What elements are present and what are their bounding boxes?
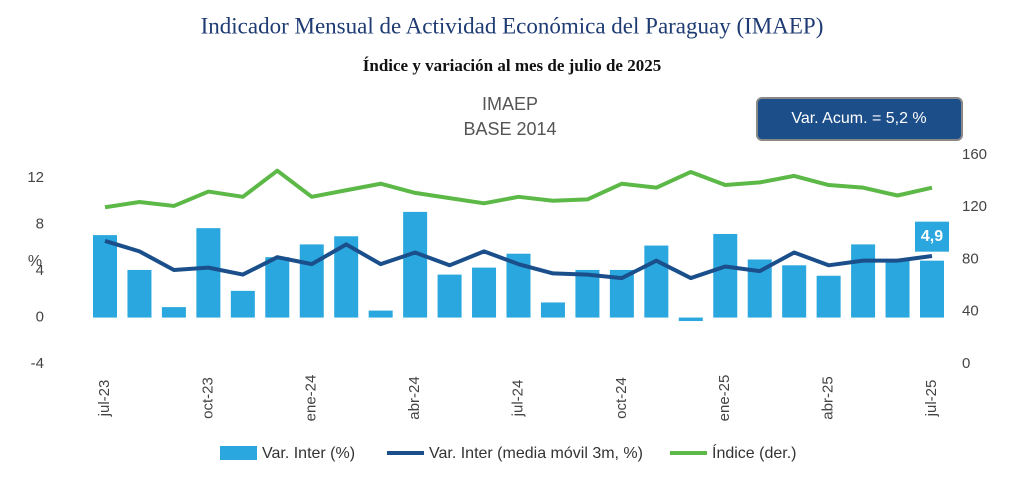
y2-tick-label: 120 (962, 198, 987, 215)
line (104, 239, 933, 281)
bar (127, 269, 152, 318)
annotation: Var. Acum. = 5,2 % (791, 110, 926, 127)
bar (196, 228, 221, 318)
value-label-box (915, 221, 949, 252)
x-tick-label: ene-25 (716, 375, 733, 422)
y-tick-label: 12 (27, 169, 44, 186)
y-axis-label: % (28, 253, 42, 270)
bar (437, 274, 462, 318)
bar (472, 267, 497, 318)
y2-tick-label: 80 (962, 250, 979, 267)
x-tick-label: oct-23 (199, 377, 216, 419)
legend-label: Var. Inter (%) (262, 445, 355, 462)
y-tick-label: 8 (36, 216, 44, 233)
y2-tick-label: 0 (962, 355, 970, 372)
bar (851, 244, 876, 318)
line (104, 168, 933, 210)
bar (885, 259, 910, 318)
x-tick-label: jul-23 (96, 380, 113, 418)
x-tick-label: jul-25 (923, 380, 940, 418)
bar (299, 244, 324, 318)
legend-swatch (220, 446, 257, 460)
bar (368, 310, 393, 318)
bar (678, 317, 703, 322)
y2-tick-label: 40 (962, 303, 979, 320)
bar (540, 302, 565, 318)
plot-title: IMAEP (482, 94, 538, 114)
bar (230, 290, 255, 318)
value-label: 4,9 (921, 228, 943, 245)
annotation-box (756, 97, 963, 141)
chart-subtitle: Índice y variación al mes de julio de 20… (363, 56, 661, 75)
bar (816, 275, 841, 318)
x-tick-label: oct-24 (613, 377, 630, 419)
bar (161, 307, 186, 318)
y2-tick-label: 160 (962, 146, 987, 163)
y-tick-label: 4 (36, 262, 44, 279)
x-tick-label: jul-24 (509, 380, 526, 418)
bar (265, 257, 290, 318)
bar (644, 245, 669, 318)
bar (713, 233, 738, 318)
bar (920, 260, 944, 318)
x-tick-label: abr-24 (406, 376, 423, 419)
bar (782, 265, 807, 318)
x-tick-label: ene-24 (303, 375, 320, 422)
x-tick-label: abr-25 (820, 376, 837, 419)
bar (93, 235, 117, 318)
bar (575, 269, 600, 318)
legend-label: Var. Inter (media móvil 3m, %) (429, 445, 643, 462)
bar (403, 211, 428, 318)
y-tick-label: 0 (36, 309, 44, 326)
legend-label: Índice (der.) (712, 443, 796, 462)
chart-title: Indicador Mensual de Actividad Económica… (201, 13, 824, 38)
plot-title: BASE 2014 (463, 119, 556, 139)
y-tick-label: -4 (31, 355, 44, 372)
